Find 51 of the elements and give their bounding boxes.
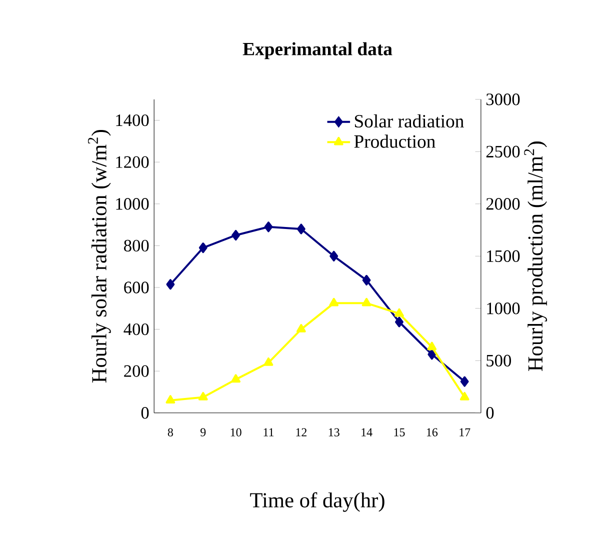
point — [166, 279, 175, 290]
x-tick-label: 8 — [168, 428, 173, 436]
x-tick-label: 9 — [200, 428, 206, 436]
y2-tick-label: 2500 — [486, 146, 520, 158]
point — [232, 230, 240, 241]
chart-title: Experimantal data — [242, 42, 392, 60]
y2-axis-title: Hourly production (ml/m$^{2}$) — [524, 142, 548, 372]
point — [329, 298, 339, 306]
point — [231, 374, 240, 383]
x-tick-label: 15 — [394, 428, 405, 436]
y-tick-label: 600 — [124, 282, 149, 294]
point — [198, 242, 208, 254]
point — [395, 316, 404, 328]
point — [460, 392, 470, 400]
point — [296, 224, 306, 234]
y2-tick-label: 1500 — [487, 250, 520, 262]
point — [428, 349, 436, 360]
x-tick-label: 10 — [230, 428, 242, 436]
point — [460, 376, 469, 387]
x-tick-label: 17 — [460, 428, 470, 436]
y-tick-label: 0 — [141, 407, 149, 419]
point — [264, 357, 274, 366]
y-tick-label: 400 — [124, 323, 149, 336]
x-axis-title: Time of day(hr) — [250, 492, 384, 512]
y-tick-label: 1400 — [116, 114, 149, 126]
point — [296, 324, 306, 332]
x-tick-label: 14 — [362, 428, 372, 436]
point — [330, 250, 338, 262]
y-tick-label: 800 — [124, 240, 149, 252]
point — [427, 342, 437, 350]
legend-label: Solar radiation — [354, 114, 464, 128]
x-tick-label: 13 — [328, 428, 340, 436]
point — [362, 274, 371, 286]
point — [198, 392, 208, 400]
point — [264, 222, 273, 232]
y2-tick-label: 1000 — [487, 302, 520, 314]
point — [362, 298, 372, 306]
legend-label: Production — [354, 134, 436, 148]
y2-tick-label: 0 — [486, 407, 494, 419]
x-tick-label: 12 — [296, 428, 306, 436]
y-axis-title: Hourly solar radiation (w/m$^{2}$) — [88, 130, 111, 383]
point — [166, 395, 176, 404]
x-tick-label: 16 — [426, 428, 438, 436]
y-tick-label: 1000 — [116, 198, 149, 210]
x-tick-label: 11 — [264, 428, 274, 436]
y2-tick-label: 500 — [486, 354, 511, 367]
point — [394, 308, 404, 317]
y-tick-label: 200 — [124, 365, 149, 377]
y2-tick-label: 3000 — [486, 94, 520, 106]
y-tick-label: 1200 — [116, 156, 149, 168]
y2-tick-label: 2000 — [486, 198, 520, 210]
